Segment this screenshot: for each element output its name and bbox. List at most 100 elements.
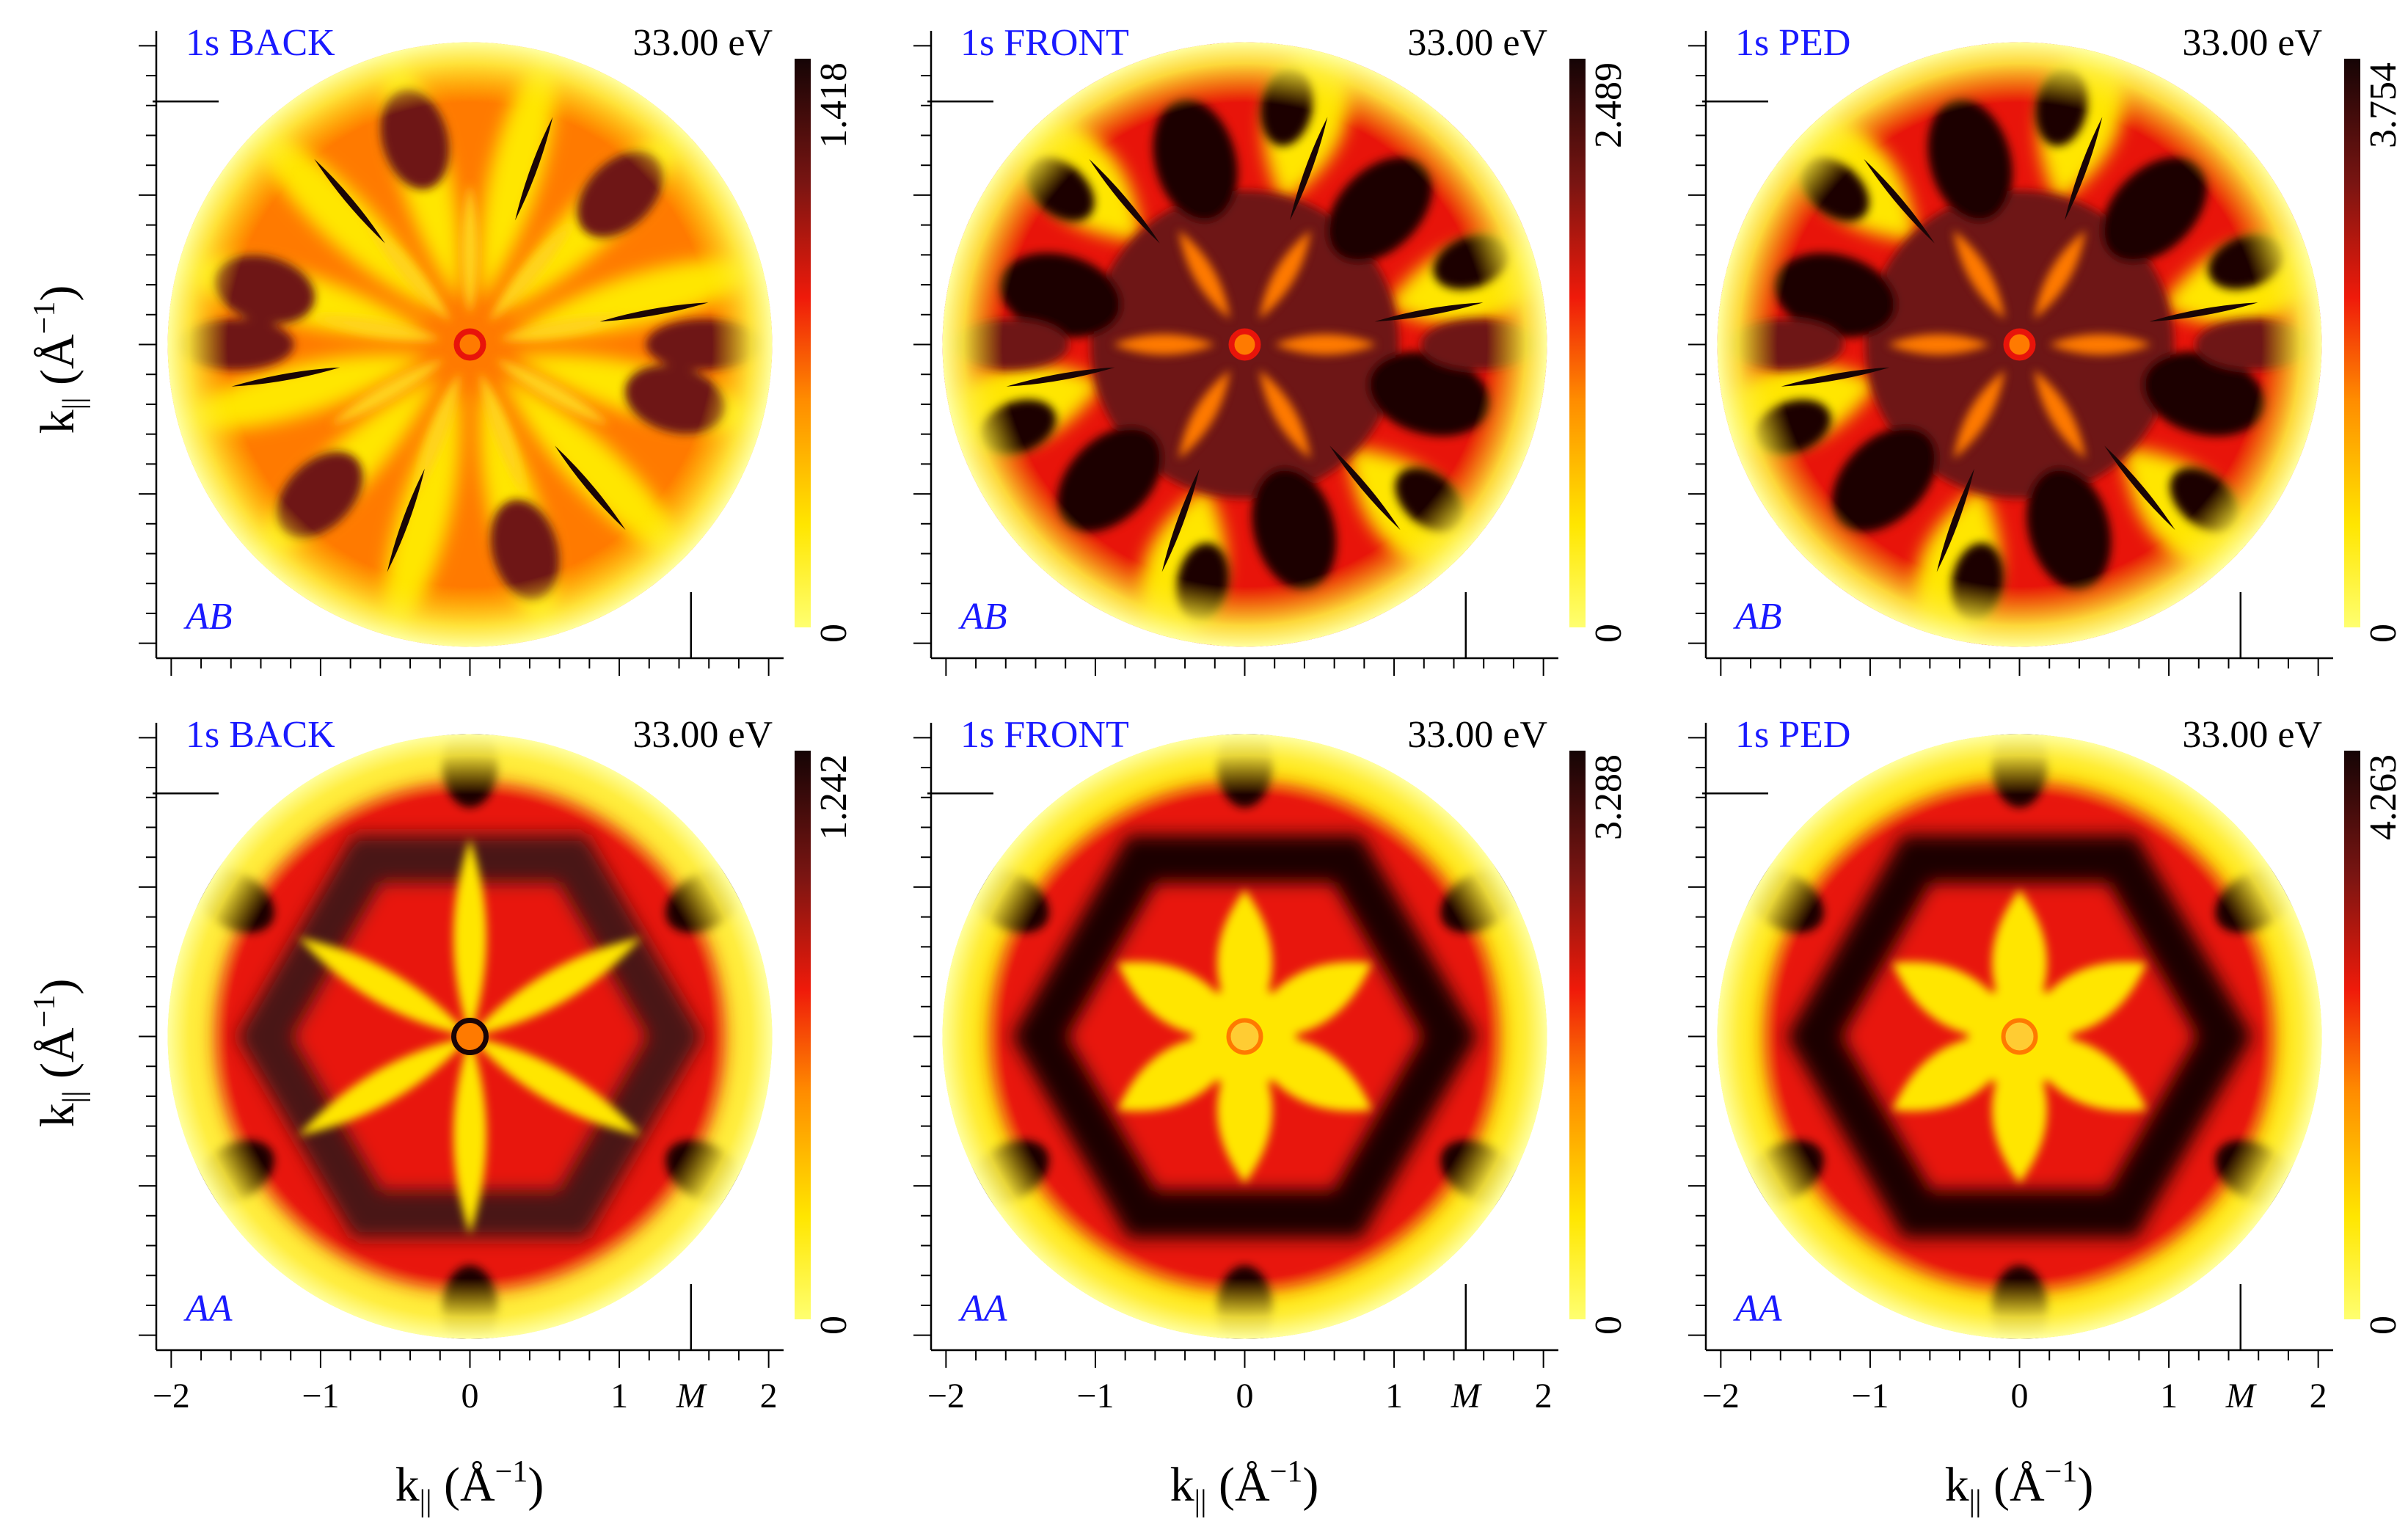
panel-ab-1s-ped: 1s PED 33.00 eV AB 3.754 0 [1688,22,2404,676]
colorbar [2344,59,2360,627]
y-axis-close: ) [31,979,84,995]
colorbar [795,59,811,627]
center-ring [1226,1018,1263,1055]
energy-label: 33.00 eV [2182,22,2322,64]
colorbar-min-label: 0 [2363,1316,2404,1335]
intensity-pattern [942,42,1547,647]
x-axis-exp: −1 [495,1455,528,1489]
intensity-pattern [167,734,773,1339]
x-axis-sub: || [1194,1484,1207,1518]
y-axis-k: k [31,409,84,434]
center-ring [2001,1018,2038,1055]
colorbar [1569,751,1586,1319]
x-tick-label: 1 [1385,1377,1403,1415]
panel-ab-1s-back: 1s BACK 33.00 eV AB 1.418 0 [139,22,855,676]
x-axis-close: ) [2077,1458,2093,1512]
colorbar-max-label: 4.263 [2363,754,2404,840]
intensity-pattern [1717,734,2322,1339]
x-axis-title-col0: k|| (Å−1) [395,1455,544,1518]
x-axis-units: (Å [432,1458,495,1512]
y-axis-sub: || [57,1091,91,1104]
y-axis-sub: || [57,398,91,410]
panel-aa-1s-back: −2 −1 0 1 2 M 1s BACK 33.00 eV AA 1.242 0 [139,714,855,1415]
y-axis-units: (Å [31,1027,84,1090]
m-point-label: M [1451,1377,1483,1415]
x-axis-k: k [1170,1458,1194,1512]
x-axis-close: ) [1302,1458,1318,1512]
y-axis-units: (Å [31,334,84,397]
y-axis-title-bottom: k|| (Å−1) [28,979,91,1128]
panel-title: 1s BACK [186,714,335,756]
x-tick-label: −2 [1702,1377,1740,1415]
x-axis-sub: || [1969,1484,1982,1518]
energy-label: 33.00 eV [632,714,773,756]
stacking-label: AA [958,1288,1007,1330]
colorbar [1569,59,1586,627]
x-tick-label: 0 [461,1377,479,1415]
y-axis-exp: −1 [28,302,62,335]
colorbar-max-label: 3.754 [2363,62,2404,148]
energy-label: 33.00 eV [1407,714,1547,756]
x-tick-label: −1 [1851,1377,1889,1415]
x-axis-units: (Å [1982,1458,2045,1512]
panel-title: 1s PED [1735,714,1850,756]
x-axis-k: k [1945,1458,1969,1512]
m-point-label: M [676,1377,708,1415]
panel-aa-1s-front: −2 −1 0 1 2 M 1s FRONT 33.00 eV AA 3.288 0 [913,714,1630,1415]
stacking-label: AA [1733,1288,1782,1330]
x-axis-k: k [395,1458,420,1512]
colorbar [2344,751,2360,1319]
intensity-pattern [1717,42,2322,647]
x-axis-title-col1: k|| (Å−1) [1170,1455,1319,1518]
x-tick-label: 0 [1236,1377,1254,1415]
x-tick-label: 1 [2160,1377,2178,1415]
colorbar-max-label: 3.288 [1588,754,1630,840]
pattern-rim [942,42,1547,647]
x-tick-label: 2 [1535,1377,1553,1415]
x-axis-title-col2: k|| (Å−1) [1945,1455,2094,1518]
x-axis-exp: −1 [1270,1455,1303,1489]
x-tick-label: −1 [302,1377,339,1415]
x-tick-label: 0 [2011,1377,2029,1415]
energy-label: 33.00 eV [632,22,773,64]
energy-label: 33.00 eV [2182,714,2322,756]
x-tick-label: −1 [1076,1377,1114,1415]
colorbar-max-label: 2.489 [1588,62,1630,148]
panel-aa-1s-ped: −2 −1 0 1 2 M 1s PED 33.00 eV AA 4.263 0 [1688,714,2404,1415]
m-point-label: M [2225,1377,2258,1415]
panel-title: 1s PED [1735,22,1850,64]
x-axis-units: (Å [1207,1458,1270,1512]
x-axis-close: ) [528,1458,544,1512]
colorbar-min-label: 0 [2363,624,2404,643]
y-axis-close: ) [31,285,84,302]
stacking-label: AB [1733,596,1782,638]
stacking-label: AB [183,596,233,638]
colorbar-min-label: 0 [1588,624,1630,643]
x-tick-label: −2 [153,1377,190,1415]
panel-ab-1s-front: 1s FRONT 33.00 eV AB 2.489 0 [913,22,1630,676]
intensity-pattern [167,42,773,647]
colorbar-min-label: 0 [813,624,855,643]
y-axis-exp: −1 [28,995,62,1028]
stacking-label: AB [958,596,1007,638]
pattern-rim [167,42,773,647]
y-axis-k: k [31,1103,84,1127]
x-tick-label: 2 [760,1377,778,1415]
stacking-label: AA [183,1288,233,1330]
colorbar-max-label: 1.242 [813,754,855,840]
x-axis-sub: || [420,1484,432,1518]
y-axis-title-top: k|| (Å−1) [28,285,91,434]
intensity-pattern [942,734,1547,1339]
x-axis-exp: −1 [2045,1455,2078,1489]
colorbar-max-label: 1.418 [813,62,855,148]
pattern-rim [1717,42,2322,647]
x-tick-label: 1 [610,1377,628,1415]
energy-label: 33.00 eV [1407,22,1547,64]
panel-title: 1s FRONT [960,714,1129,756]
center-ring [451,1018,489,1055]
colorbar-min-label: 0 [1588,1316,1630,1335]
panel-title: 1s BACK [186,22,335,64]
x-tick-label: −2 [927,1377,965,1415]
x-tick-label: 2 [2310,1377,2327,1415]
